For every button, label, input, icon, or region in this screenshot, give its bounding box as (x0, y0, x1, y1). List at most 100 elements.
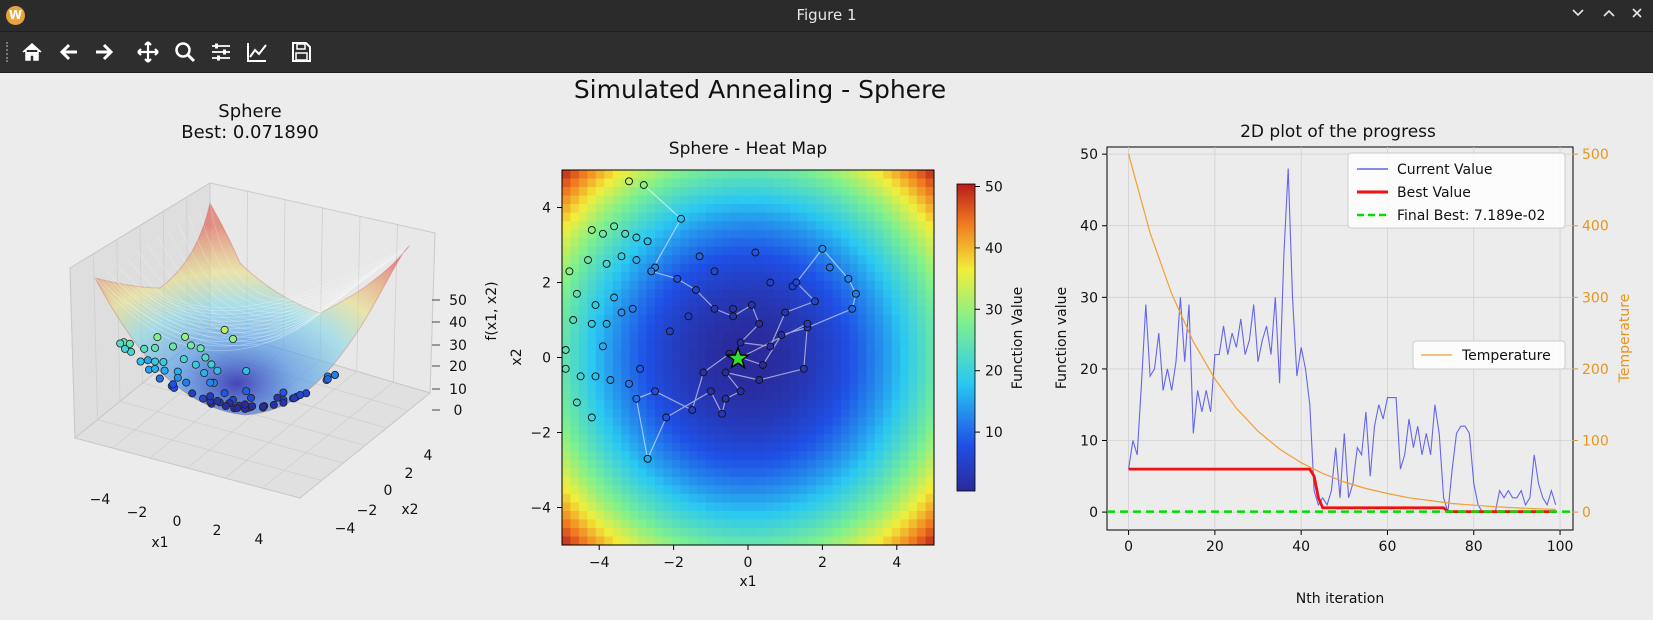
heat-cell (790, 195, 800, 205)
heat-cell (815, 212, 825, 222)
back-button[interactable] (54, 37, 84, 67)
heat-cell (891, 331, 901, 342)
home-button[interactable] (17, 37, 47, 67)
heat-cell (629, 280, 639, 290)
heat-cell (773, 442, 783, 452)
heat-cell (595, 417, 605, 427)
heat-cell (612, 391, 622, 401)
heat-cell (832, 374, 842, 384)
heat-cell (680, 442, 690, 452)
surface-point (290, 394, 299, 403)
heat-cell (629, 357, 639, 367)
heat-cell (663, 459, 673, 469)
heat-cell (832, 178, 842, 188)
heat-cell (849, 400, 859, 410)
heat-cell (578, 204, 588, 214)
maximize-icon[interactable] (1598, 4, 1620, 26)
heat-cell (798, 510, 808, 521)
forward-button[interactable] (89, 37, 119, 67)
surface-ztick: 20 (449, 359, 467, 375)
heat-cell (832, 306, 842, 316)
heat-cell (638, 485, 648, 495)
heat-cell (841, 442, 851, 452)
heat-cell (562, 417, 572, 427)
heatmap-point (766, 278, 775, 287)
surface-subtitle: Best: 0.071890 (181, 122, 319, 143)
heat-cell (866, 459, 876, 469)
heat-cell (781, 383, 791, 393)
heat-cell (815, 493, 825, 503)
heat-cell (866, 408, 876, 418)
heat-cell (790, 331, 800, 342)
mesh-line (115, 264, 337, 338)
heat-cell (841, 229, 851, 239)
heat-cell (638, 374, 648, 384)
heat-cell (908, 510, 918, 521)
heat-cell (578, 246, 588, 256)
heat-cell (798, 408, 808, 418)
heat-cell (638, 280, 648, 290)
heat-cell (781, 417, 791, 427)
heat-cell (925, 229, 934, 239)
heat-cell (866, 297, 876, 307)
heat-cell (756, 221, 766, 231)
heat-cell (697, 280, 707, 290)
heat-cell (900, 476, 910, 486)
heat-cell (917, 451, 927, 461)
heat-cell (705, 348, 715, 359)
legend-final-label: Final Best: 7.189e-02 (1397, 208, 1545, 224)
heat-cell (748, 340, 758, 350)
figure-canvas[interactable]: Simulated Annealing - Sphere Sphere Best… (0, 73, 1653, 620)
save-button[interactable] (286, 37, 316, 67)
close-icon[interactable] (1626, 4, 1648, 26)
heat-cell (587, 391, 597, 401)
heat-cell (790, 374, 800, 384)
minimize-icon[interactable] (1567, 4, 1589, 26)
heat-cell (646, 519, 656, 529)
heat-cell (764, 434, 774, 444)
heat-cell (900, 221, 910, 231)
heat-cell (773, 289, 783, 299)
heat-cell (562, 314, 572, 325)
heat-cell (638, 297, 648, 307)
heat-cell (629, 323, 639, 333)
heat-cell (815, 314, 825, 325)
heat-cell (832, 408, 842, 418)
heat-cell (764, 374, 774, 384)
heat-cell (756, 170, 766, 180)
heat-cell (883, 374, 893, 384)
heat-cell (857, 331, 867, 342)
heat-cell (570, 340, 580, 350)
heatmap-point (766, 342, 775, 351)
heat-cell (655, 383, 665, 393)
progress-ytick-right: 500 (1582, 147, 1609, 163)
zoom-button[interactable] (170, 37, 200, 67)
heat-cell (790, 536, 800, 545)
heat-cell (604, 527, 614, 538)
heat-cell (764, 187, 774, 197)
heat-cell (655, 263, 665, 273)
heat-cell (891, 459, 901, 469)
heat-cell (773, 485, 783, 495)
heat-cell (578, 485, 588, 495)
heat-cell (739, 204, 749, 214)
pan-button[interactable] (133, 37, 163, 67)
figure-svg: Simulated Annealing - Sphere Sphere Best… (69, 75, 1633, 607)
heat-cell (798, 195, 808, 205)
heat-cell (714, 170, 724, 180)
heat-cell (917, 510, 927, 521)
heat-cell (570, 366, 580, 376)
toolbar-grip[interactable] (6, 42, 12, 62)
heat-cell (663, 434, 673, 444)
heat-cell (849, 195, 859, 205)
heat-cell (705, 527, 715, 538)
heat-cell (883, 434, 893, 444)
heat-cell (781, 212, 791, 222)
axes-button[interactable] (242, 37, 272, 67)
heat-cell (908, 493, 918, 503)
surface-point (150, 364, 159, 373)
heat-cell (925, 391, 934, 401)
subplots-button[interactable] (206, 37, 236, 67)
heat-cell (798, 306, 808, 316)
heat-cell (900, 442, 910, 452)
